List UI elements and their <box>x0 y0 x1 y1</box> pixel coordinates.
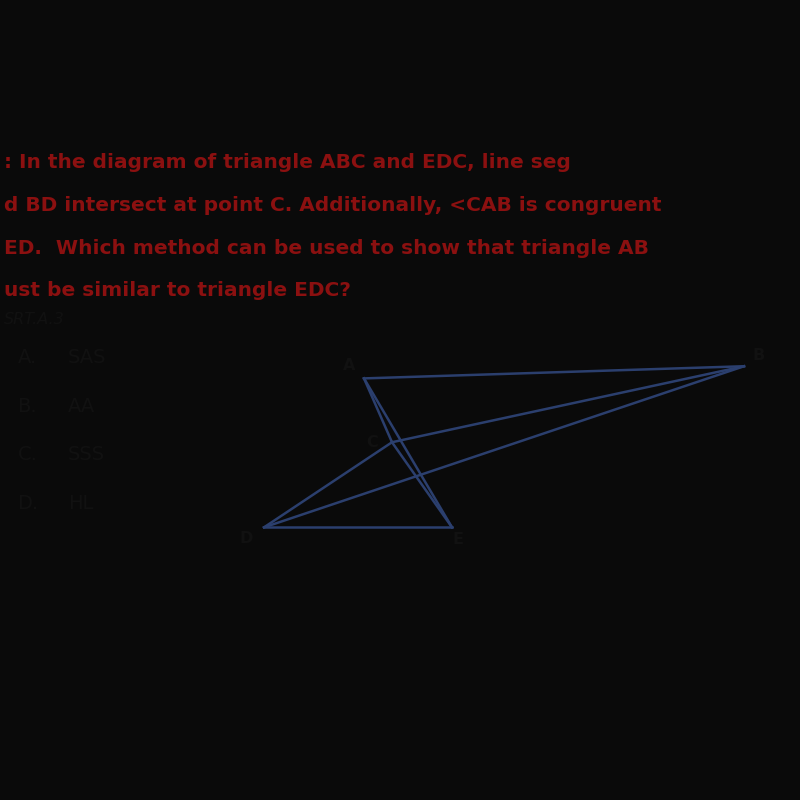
Text: HL: HL <box>68 494 94 513</box>
Text: SRT.A.3: SRT.A.3 <box>4 311 65 326</box>
Text: D.: D. <box>18 494 38 513</box>
Text: AA: AA <box>68 397 95 416</box>
Text: E: E <box>453 532 464 547</box>
Text: d BD intersect at point C. Additionally, <CAB is congruent: d BD intersect at point C. Additionally,… <box>4 196 662 215</box>
Text: ust be similar to triangle EDC?: ust be similar to triangle EDC? <box>4 281 351 300</box>
Text: : In the diagram of triangle ABC and EDC, line seg: : In the diagram of triangle ABC and EDC… <box>4 154 571 173</box>
Text: ED.  Which method can be used to show that triangle AB: ED. Which method can be used to show tha… <box>4 238 649 258</box>
Text: D: D <box>240 531 253 546</box>
Text: A.: A. <box>18 348 37 367</box>
Text: C: C <box>366 434 378 450</box>
Text: B.: B. <box>18 397 38 416</box>
Text: C.: C. <box>18 446 38 464</box>
Text: B: B <box>752 348 765 362</box>
Text: A: A <box>343 358 356 373</box>
Text: SAS: SAS <box>68 348 106 367</box>
Text: SSS: SSS <box>68 446 105 464</box>
